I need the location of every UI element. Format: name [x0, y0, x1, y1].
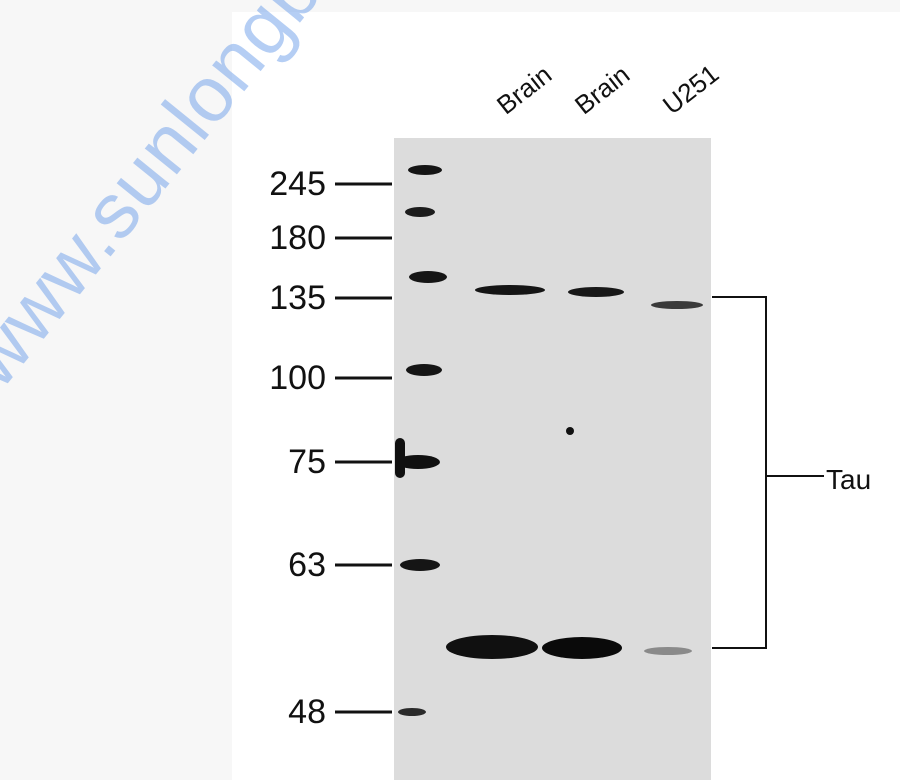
- mw-label-135: 135: [269, 279, 326, 317]
- ladder-band-63: [400, 559, 440, 571]
- ladder-band-150: [409, 271, 447, 283]
- band-lane1-upper: [475, 285, 545, 295]
- ladder-band-75: [396, 455, 440, 469]
- marker-ladder: [395, 165, 447, 716]
- bands-lower: [446, 635, 692, 659]
- tau-bracket: [712, 296, 824, 649]
- mw-label-245: 245: [269, 165, 326, 203]
- blot-membrane: [394, 138, 711, 780]
- mw-label-180: 180: [269, 219, 326, 257]
- ladder-band-245: [408, 165, 442, 175]
- mw-label-48: 48: [288, 693, 326, 731]
- band-lane1-lower: [446, 635, 538, 659]
- band-lane2-lower: [542, 637, 622, 659]
- mw-label-100: 100: [269, 359, 326, 397]
- ladder-band-48: [398, 708, 426, 716]
- band-lane3-upper: [651, 301, 703, 309]
- ladder-band-75-smear: [395, 438, 405, 478]
- speck: [566, 427, 574, 435]
- bands-upper: [475, 285, 703, 309]
- mw-label-63: 63: [288, 546, 326, 584]
- ladder-band-100: [406, 364, 442, 376]
- mw-ticks: [335, 182, 392, 714]
- ladder-band-180: [405, 207, 435, 217]
- mw-label-75: 75: [288, 443, 326, 481]
- target-label-tau: Tau: [826, 464, 872, 495]
- band-lane2-upper: [568, 287, 624, 297]
- band-lane3-lower: [644, 647, 692, 655]
